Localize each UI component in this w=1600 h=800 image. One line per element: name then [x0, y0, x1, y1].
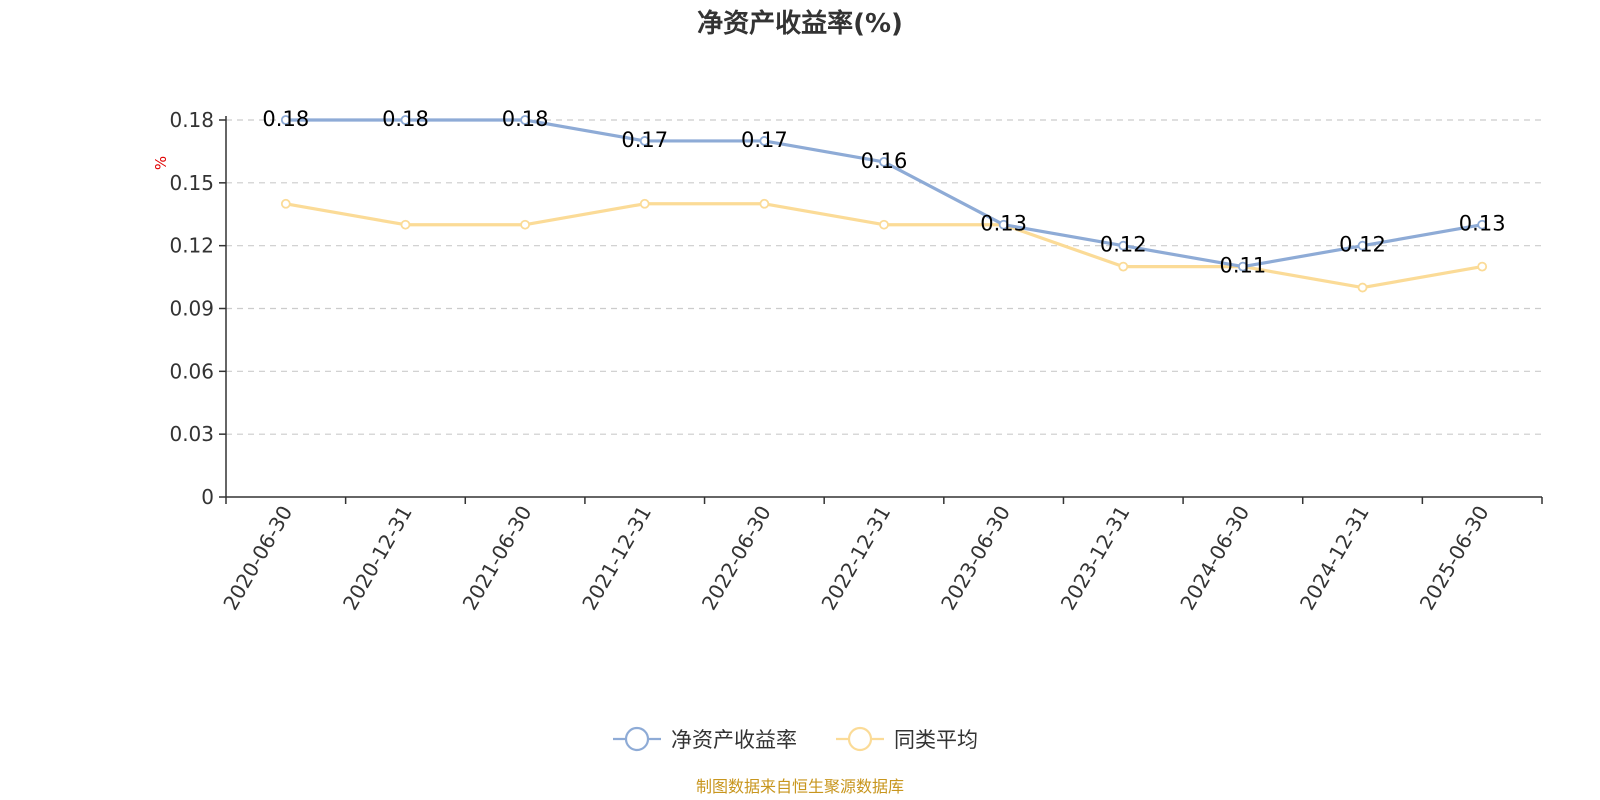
data-point[interactable]: [1118, 240, 1129, 251]
y-tick-label: 0.09: [169, 297, 214, 321]
data-point[interactable]: [280, 198, 291, 209]
data-label: 0.17: [741, 128, 788, 152]
data-point[interactable]: [400, 219, 411, 230]
data-label: 0.12: [1100, 233, 1147, 257]
data-point[interactable]: [879, 156, 889, 167]
y-tick-label: 0.03: [169, 422, 214, 446]
data-label: 0.11: [1220, 254, 1267, 278]
data-point[interactable]: [639, 198, 650, 209]
x-tick-label: 2024-12-31: [1295, 502, 1374, 615]
x-tick-label: 2022-12-31: [816, 502, 895, 615]
x-tick-label: 2025-06-30: [1415, 502, 1494, 615]
data-point[interactable]: [759, 198, 770, 209]
data-point[interactable]: [639, 136, 650, 146]
data-point[interactable]: [1477, 261, 1488, 272]
data-point[interactable]: [879, 219, 889, 230]
legend-label: 净资产收益率: [671, 728, 797, 752]
data-point[interactable]: [520, 219, 530, 230]
y-tick-label: 0.12: [169, 234, 214, 258]
axes: 0 0.03 0.06 0.09 0.12 0.15 0.18 2020-06-30 2020-…: [169, 108, 1543, 615]
data-point[interactable]: [1357, 282, 1368, 293]
data-point[interactable]: [1118, 261, 1129, 272]
data-label: 0.17: [621, 128, 668, 152]
y-axis-unit: %: [152, 156, 170, 170]
y-tick-label: 0.18: [169, 108, 214, 132]
series-line: [285, 118, 1483, 269]
y-tick-label: 0.15: [169, 171, 214, 195]
source-note: 制图数据来自恒生聚源数据库: [696, 777, 904, 796]
series-line: [285, 202, 1483, 290]
data-label: 0.16: [861, 149, 908, 173]
chart-title: 净资产收益率(%): [697, 8, 903, 39]
x-tick-label: 2023-06-30: [936, 502, 1015, 615]
series-0: [280, 115, 1488, 272]
legend-item-0[interactable]: 净资产收益率: [613, 726, 797, 752]
series: [280, 115, 1488, 293]
legend-swatch-marker: [624, 726, 650, 752]
data-label: 0.13: [980, 212, 1027, 236]
x-tick-label: 2021-12-31: [577, 502, 656, 615]
data-label: 0.13: [1459, 212, 1506, 236]
x-tick-label: 2021-06-30: [458, 502, 537, 615]
data-labels: 0.18 0.18 0.18 0.17 0.17 0.16 0.13 0.12 0.11 0.12…: [262, 107, 1505, 278]
legend-item-1[interactable]: 同类平均: [836, 726, 978, 752]
data-point[interactable]: [400, 115, 411, 125]
data-point[interactable]: [1357, 240, 1368, 251]
legend-label: 同类平均: [894, 728, 978, 752]
data-label: 0.18: [502, 107, 549, 131]
data-point[interactable]: [1238, 261, 1248, 272]
x-tick-label: 2020-12-31: [338, 502, 417, 615]
legend-swatch-marker: [847, 726, 873, 752]
data-point[interactable]: [998, 219, 1009, 230]
x-tick-label: 2024-06-30: [1175, 502, 1254, 615]
data-point[interactable]: [1477, 219, 1488, 230]
y-tick-label: 0.06: [169, 359, 214, 383]
x-tick-label: 2020-06-30: [218, 502, 297, 615]
data-point[interactable]: [759, 136, 770, 146]
data-label: 0.18: [262, 107, 309, 131]
y-tick-label: 0: [201, 485, 214, 509]
legend[interactable]: 净资产收益率 同类平均: [613, 726, 978, 752]
data-label: 0.12: [1339, 233, 1386, 257]
x-tick-label: 2023-12-31: [1056, 502, 1135, 615]
data-point[interactable]: [520, 115, 530, 125]
data-point[interactable]: [280, 115, 291, 125]
data-label: 0.18: [382, 107, 429, 131]
x-tick-label: 2022-06-30: [697, 502, 776, 615]
